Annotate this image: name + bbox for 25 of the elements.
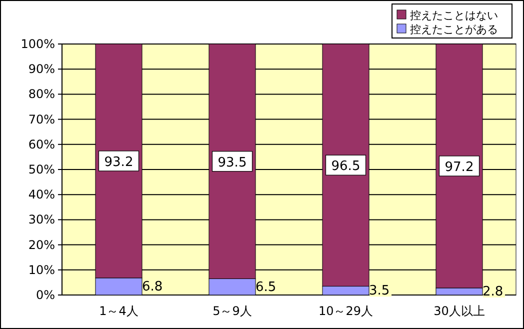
legend-label: 控えたことはない — [410, 9, 498, 22]
y-tick-label: 40% — [28, 188, 55, 202]
legend-label: 控えたことがある — [410, 23, 498, 36]
data-label: 97.2 — [444, 160, 474, 175]
data-label: 96.5 — [331, 159, 360, 174]
data-label: 93.2 — [104, 154, 134, 170]
x-tick-label: 5～9人 — [212, 304, 252, 318]
data-label: 93.5 — [218, 155, 247, 170]
data-label: 3.5 — [369, 284, 390, 299]
y-tick-label: 60% — [28, 137, 55, 152]
y-tick-label: 0% — [36, 288, 55, 302]
y-tick-label: 80% — [28, 87, 55, 102]
data-label: 2.8 — [482, 284, 504, 300]
y-tick-label: 70% — [28, 112, 55, 126]
x-tick-label: 1～4人 — [99, 304, 138, 318]
x-tick-label: 10～29人 — [318, 304, 374, 318]
x-tick-label: 30人以上 — [434, 304, 485, 318]
y-tick-label: 10% — [28, 262, 55, 277]
data-label: 6.8 — [142, 279, 163, 294]
y-tick-label: 30% — [28, 212, 55, 227]
y-tick-label: 50% — [28, 162, 55, 176]
data-label: 6.5 — [256, 280, 276, 295]
y-tick-label: 20% — [28, 238, 55, 252]
y-tick-label: 90% — [28, 62, 55, 76]
y-tick-label: 100% — [20, 37, 55, 51]
